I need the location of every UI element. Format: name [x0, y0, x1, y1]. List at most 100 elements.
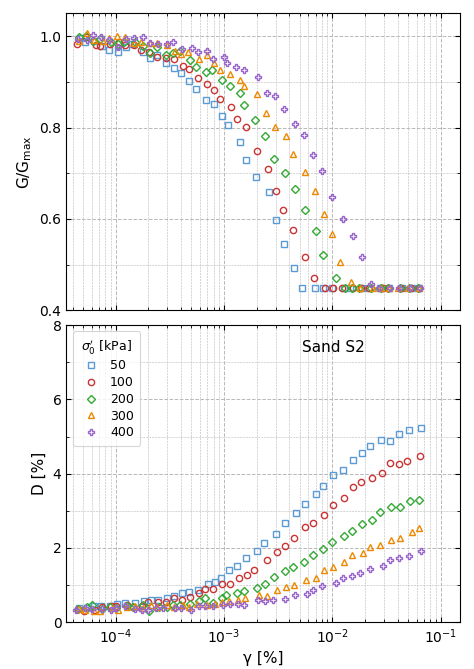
200: [187, 599, 192, 607]
100: [122, 41, 128, 49]
100: [244, 571, 249, 579]
200: [302, 206, 308, 214]
400: [396, 554, 402, 562]
300: [226, 597, 232, 605]
400: [282, 595, 287, 603]
400: [406, 551, 412, 559]
200: [234, 589, 240, 597]
50: [129, 41, 135, 49]
300: [241, 82, 246, 90]
400: [396, 284, 401, 292]
300: [204, 51, 210, 59]
100: [130, 603, 136, 611]
50: [418, 423, 424, 432]
200: [140, 42, 146, 50]
400: [407, 284, 412, 292]
400: [123, 35, 129, 43]
200: [263, 132, 268, 140]
300: [405, 284, 411, 292]
50: [359, 284, 365, 292]
300: [367, 543, 373, 551]
300: [185, 48, 191, 56]
300: [254, 90, 260, 98]
300: [84, 29, 90, 37]
Y-axis label: G/G$_\mathregular{max}$: G/G$_\mathregular{max}$: [15, 135, 34, 189]
50: [265, 189, 271, 197]
100: [180, 62, 186, 70]
200: [210, 599, 216, 607]
50: [330, 472, 336, 480]
50: [84, 604, 90, 612]
400: [368, 280, 374, 288]
400: [367, 565, 373, 573]
100: [92, 606, 98, 614]
50: [123, 599, 128, 607]
Line: 300: 300: [76, 524, 422, 615]
400: [388, 284, 393, 292]
50: [282, 519, 287, 527]
400: [264, 89, 269, 97]
300: [378, 284, 383, 292]
100: [75, 605, 81, 613]
400: [108, 606, 114, 614]
200: [203, 68, 209, 76]
50: [163, 59, 168, 67]
100: [114, 603, 119, 611]
300: [274, 586, 280, 594]
100: [264, 165, 270, 173]
100: [358, 478, 364, 486]
200: [107, 603, 113, 611]
50: [91, 37, 97, 45]
200: [100, 605, 105, 613]
100: [74, 40, 80, 48]
400: [270, 596, 276, 604]
100: [171, 56, 176, 64]
400: [155, 39, 161, 47]
400: [140, 33, 146, 41]
300: [110, 604, 116, 612]
200: [272, 155, 277, 163]
200: [241, 587, 247, 595]
200: [320, 252, 326, 260]
300: [211, 59, 217, 67]
100: [283, 542, 288, 550]
400: [73, 606, 79, 614]
400: [273, 92, 278, 100]
100: [369, 474, 375, 482]
400: [195, 48, 201, 56]
300: [256, 591, 262, 599]
100: [254, 147, 260, 155]
50: [313, 490, 319, 498]
100: [218, 95, 223, 103]
300: [242, 593, 248, 601]
200: [155, 43, 160, 51]
100: [228, 579, 233, 587]
300: [186, 603, 192, 611]
400: [255, 596, 260, 604]
300: [164, 41, 170, 50]
300: [155, 603, 160, 611]
400: [170, 38, 176, 46]
300: [148, 601, 154, 609]
Line: 100: 100: [73, 34, 422, 290]
300: [204, 601, 210, 609]
300: [349, 551, 355, 559]
300: [124, 603, 130, 611]
200: [398, 503, 403, 511]
100: [211, 86, 217, 94]
300: [416, 284, 421, 292]
100: [397, 460, 402, 468]
Y-axis label: D [%]: D [%]: [32, 452, 47, 495]
100: [146, 48, 152, 56]
100: [280, 205, 286, 213]
200: [177, 601, 183, 609]
400: [359, 253, 365, 261]
200: [113, 604, 119, 612]
50: [148, 54, 154, 62]
50: [225, 120, 231, 128]
50: [406, 426, 411, 434]
100: [274, 548, 280, 556]
Line: 200: 200: [74, 497, 422, 613]
100: [379, 468, 385, 476]
50: [359, 449, 365, 457]
